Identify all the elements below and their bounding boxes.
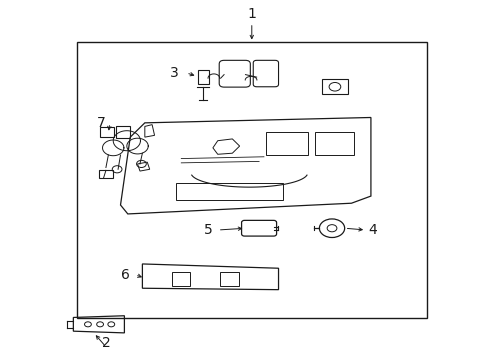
- Text: 7: 7: [97, 116, 106, 130]
- Text: 4: 4: [368, 223, 376, 237]
- Bar: [77, 42, 426, 318]
- Bar: [198, 70, 208, 84]
- Text: 1: 1: [247, 7, 256, 21]
- Bar: [176, 183, 283, 200]
- Bar: [266, 132, 307, 155]
- Bar: [322, 79, 347, 94]
- Text: 2: 2: [102, 336, 110, 350]
- Text: 5: 5: [203, 223, 212, 237]
- Bar: [99, 170, 113, 178]
- Bar: [220, 272, 238, 286]
- Bar: [116, 126, 130, 138]
- Bar: [100, 127, 114, 137]
- Bar: [314, 132, 353, 155]
- Text: 3: 3: [170, 66, 179, 80]
- Bar: [171, 272, 190, 286]
- Text: 6: 6: [121, 268, 130, 282]
